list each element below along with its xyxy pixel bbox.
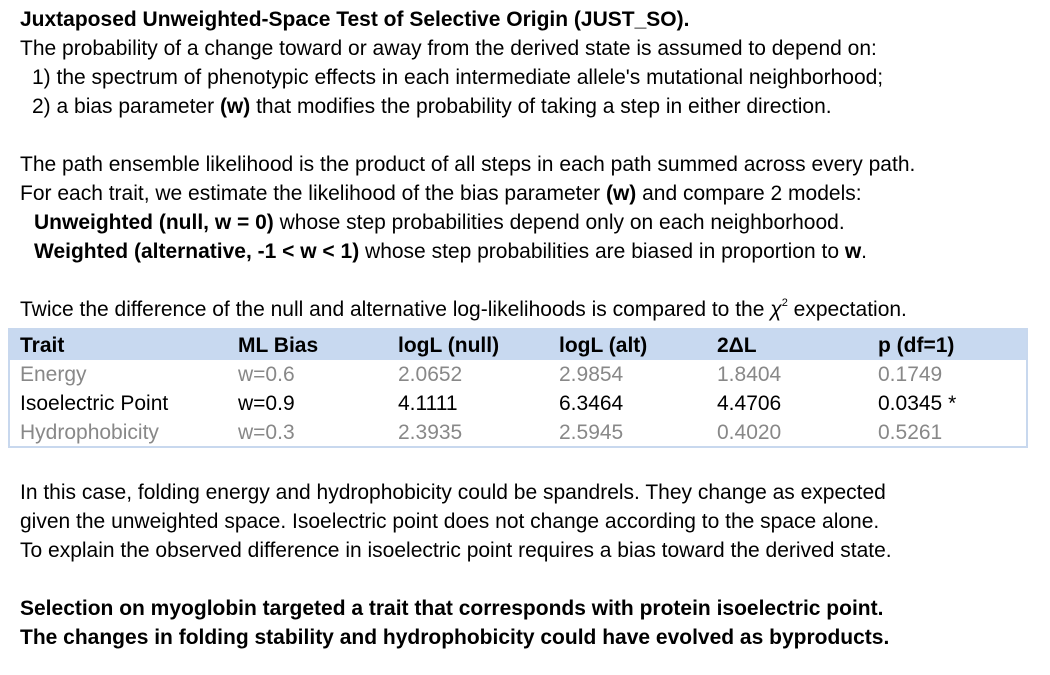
logl-alt-cell: 2.5945	[559, 421, 624, 444]
table-row: Isoelectric Point w=0.9 4.1111 6.3464 4.…	[10, 389, 1026, 418]
conclusion-bold-1: Selection on myoglobin targeted a trait …	[20, 597, 884, 620]
trait-cell: Isoelectric Point	[20, 392, 169, 415]
models-line-1: The path ensemble likelihood is the prod…	[20, 153, 916, 176]
table-header: Trait ML Bias logL (null) logL (alt) 2ΔL…	[10, 330, 1026, 360]
conclusion-line-2: given the unweighted space. Isoelectric …	[20, 510, 880, 533]
intro-item-1: 1) the spectrum of phenotypic effects in…	[32, 66, 884, 89]
conclusion-bold-2: The changes in folding stability and hyd…	[20, 626, 890, 649]
document-body: Juxtaposed Unweighted-Space Test of Sele…	[20, 5, 1030, 324]
logl-null-cell: 2.3935	[398, 421, 463, 444]
alt-model-line: Weighted (alternative, -1 < w < 1) whose…	[34, 240, 868, 263]
conclusion-section: In this case, folding energy and hydroph…	[20, 478, 1030, 652]
logl-alt-cell: 6.3464	[559, 392, 624, 415]
header-ml-bias: ML Bias	[238, 334, 319, 357]
header-2dl: 2ΔL	[717, 334, 757, 357]
header-p: p (df=1)	[878, 334, 955, 357]
bias-cell: w=0.3	[238, 421, 295, 444]
bias-cell: w=0.6	[238, 363, 295, 386]
intro-line-1: The probability of a change toward or aw…	[20, 37, 877, 60]
bias-cell: w=0.9	[238, 392, 295, 415]
p-cell: 0.5261	[878, 421, 943, 444]
p-cell: 0.0345 *	[878, 392, 957, 415]
trait-cell: Hydrophobicity	[20, 421, 159, 444]
table-row: Energy w=0.6 2.0652 2.9854 1.8404 0.1749	[10, 360, 1026, 389]
logl-null-cell: 4.1111	[398, 392, 458, 415]
comparison-line: Twice the difference of the null and alt…	[20, 297, 907, 322]
null-model-line: Unweighted (null, w = 0) whose step prob…	[34, 211, 845, 234]
conclusion-line-3: To explain the observed difference in is…	[20, 539, 892, 562]
delta-cell: 1.8404	[717, 363, 782, 386]
conclusion-line-1: In this case, folding energy and hydroph…	[20, 481, 886, 504]
logl-alt-cell: 2.9854	[559, 363, 624, 386]
delta-cell: 4.4706	[717, 392, 782, 415]
results-table: Trait ML Bias logL (null) logL (alt) 2ΔL…	[8, 328, 1028, 448]
logl-null-cell: 2.0652	[398, 363, 463, 386]
models-line-2: For each trait, we estimate the likeliho…	[20, 182, 862, 205]
header-trait: Trait	[20, 334, 65, 357]
header-logl-alt: logL (alt)	[559, 334, 648, 357]
table-row: Hydrophobicity w=0.3 2.3935 2.5945 0.402…	[10, 418, 1026, 447]
trait-cell: Energy	[20, 363, 87, 386]
p-cell: 0.1749	[878, 363, 943, 386]
intro-item-2: 2) a bias parameter (w) that modifies th…	[32, 95, 832, 118]
delta-cell: 0.4020	[717, 421, 782, 444]
header-logl-null: logL (null)	[398, 334, 500, 357]
doc-title: Juxtaposed Unweighted-Space Test of Sele…	[20, 8, 690, 31]
